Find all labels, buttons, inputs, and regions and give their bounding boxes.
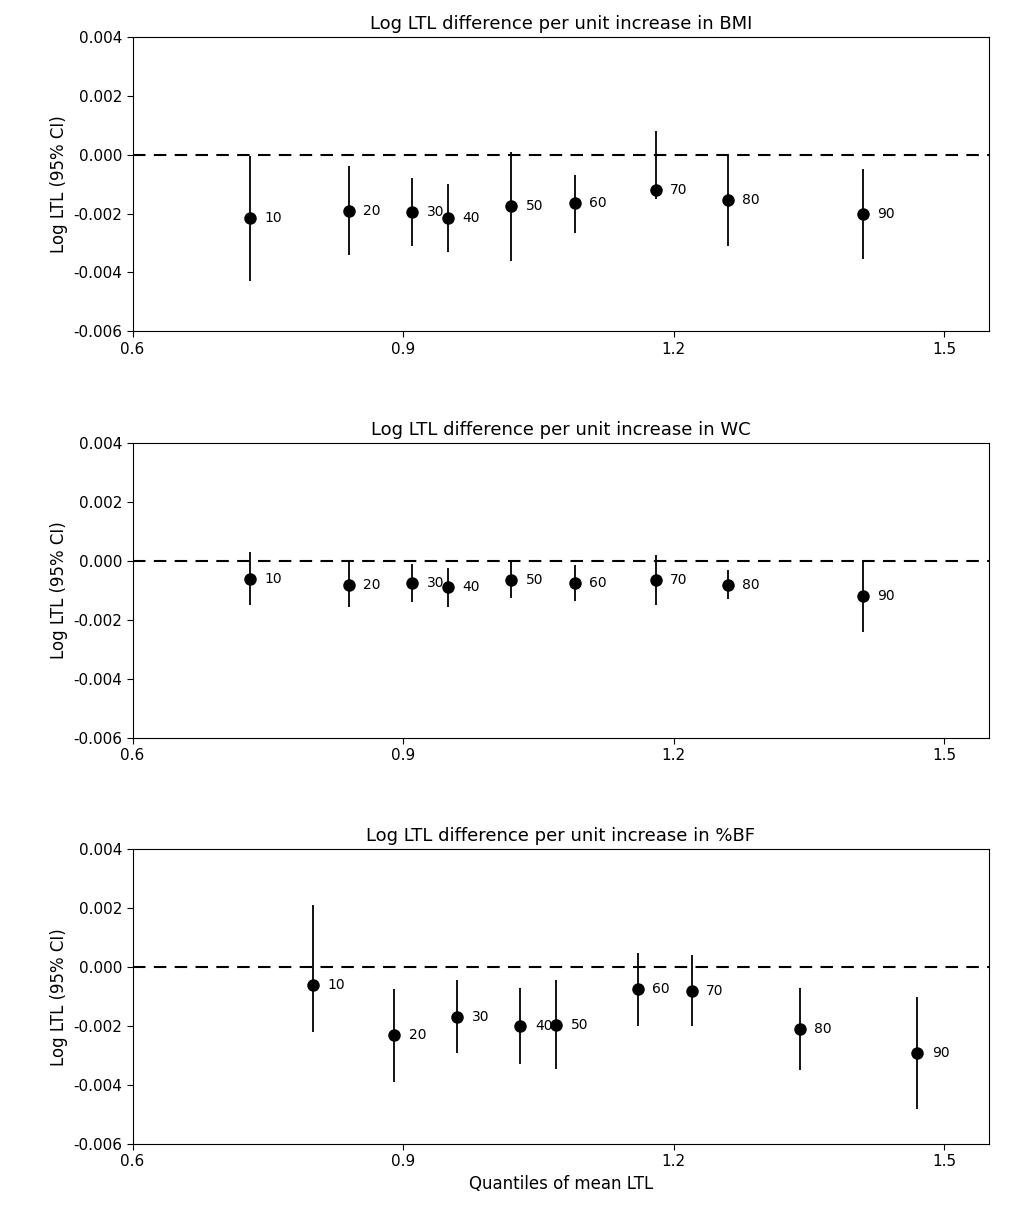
Point <box>854 204 870 224</box>
Text: 10: 10 <box>264 572 281 585</box>
Text: 30: 30 <box>471 1010 489 1025</box>
Point <box>647 571 663 590</box>
Point <box>340 574 357 594</box>
Point <box>566 193 582 213</box>
Text: 20: 20 <box>409 1028 426 1042</box>
Point <box>791 1020 807 1039</box>
Text: 40: 40 <box>463 581 480 594</box>
Point <box>340 200 357 220</box>
Point <box>439 208 455 228</box>
Title: Log LTL difference per unit increase in BMI: Log LTL difference per unit increase in … <box>370 15 751 32</box>
Point <box>647 180 663 199</box>
Text: 50: 50 <box>526 199 543 213</box>
Text: 70: 70 <box>669 573 687 587</box>
Point <box>448 1007 465 1027</box>
Title: Log LTL difference per unit increase in %BF: Log LTL difference per unit increase in … <box>366 827 755 845</box>
Text: 20: 20 <box>363 204 381 218</box>
Text: 40: 40 <box>534 1020 552 1033</box>
Text: 50: 50 <box>526 573 543 587</box>
Text: 30: 30 <box>426 576 443 590</box>
Text: 90: 90 <box>930 1046 949 1059</box>
Y-axis label: Log LTL (95% CI): Log LTL (95% CI) <box>50 522 67 659</box>
Point <box>385 1025 401 1044</box>
Text: 80: 80 <box>813 1022 832 1036</box>
Point <box>719 191 736 210</box>
Point <box>242 568 258 588</box>
Point <box>566 573 582 593</box>
Y-axis label: Log LTL (95% CI): Log LTL (95% CI) <box>50 116 67 253</box>
Text: 70: 70 <box>669 183 687 197</box>
Text: 20: 20 <box>363 578 381 592</box>
Point <box>719 574 736 594</box>
Text: 80: 80 <box>742 578 759 592</box>
Point <box>854 587 870 606</box>
Text: 70: 70 <box>705 984 723 998</box>
Text: 60: 60 <box>588 576 606 590</box>
Point <box>629 979 645 999</box>
Text: 90: 90 <box>876 589 895 603</box>
Text: 40: 40 <box>463 212 480 225</box>
Text: 90: 90 <box>876 207 895 220</box>
Text: 50: 50 <box>571 1017 588 1032</box>
Point <box>908 1043 924 1063</box>
Title: Log LTL difference per unit increase in WC: Log LTL difference per unit increase in … <box>371 421 750 439</box>
Point <box>305 975 321 995</box>
Point <box>683 982 699 1001</box>
Point <box>439 578 455 598</box>
Text: 10: 10 <box>327 978 344 991</box>
Point <box>404 202 420 221</box>
Text: 80: 80 <box>742 193 759 208</box>
Point <box>404 573 420 593</box>
Point <box>502 571 519 590</box>
Text: 30: 30 <box>426 205 443 219</box>
Point <box>548 1015 565 1034</box>
Text: 60: 60 <box>588 197 606 210</box>
Point <box>502 197 519 216</box>
Point <box>242 208 258 228</box>
Y-axis label: Log LTL (95% CI): Log LTL (95% CI) <box>50 927 67 1065</box>
Text: 10: 10 <box>264 212 281 225</box>
Point <box>512 1016 528 1036</box>
X-axis label: Quantiles of mean LTL: Quantiles of mean LTL <box>469 1175 652 1193</box>
Text: 60: 60 <box>651 983 669 996</box>
